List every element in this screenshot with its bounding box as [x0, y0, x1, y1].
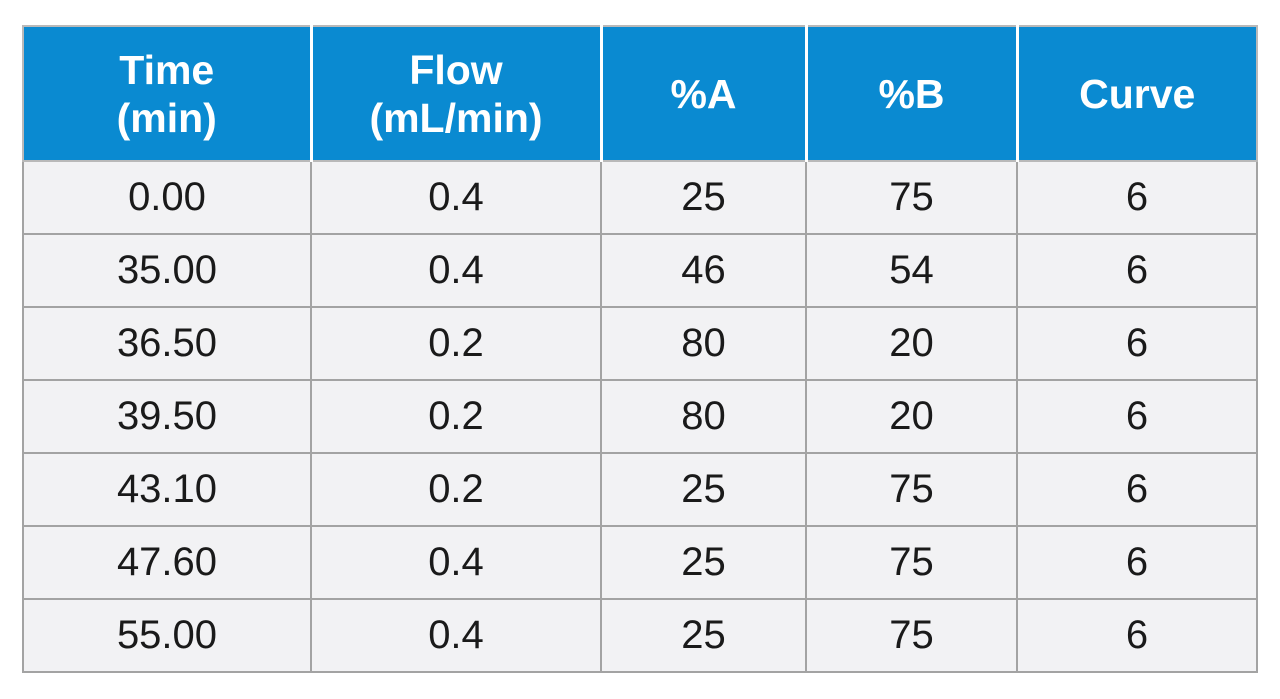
cell-flow: 0.2 — [310, 379, 602, 454]
cell-percent-b: 75 — [805, 160, 1018, 235]
cell-time: 55.00 — [22, 598, 312, 673]
cell-curve: 6 — [1016, 233, 1258, 308]
cell-percent-a: 25 — [600, 598, 807, 673]
cell-time: 36.50 — [22, 306, 312, 381]
cell-percent-a: 80 — [600, 306, 807, 381]
cell-curve: 6 — [1016, 525, 1258, 600]
cell-flow: 0.4 — [310, 233, 602, 308]
cell-time: 0.00 — [22, 160, 312, 235]
cell-percent-a: 80 — [600, 379, 807, 454]
header-percent-a: %A — [599, 25, 807, 162]
cell-curve: 6 — [1016, 452, 1258, 527]
gradient-table: Time (min) Flow (mL/min) %A %B Curve — [22, 25, 1258, 673]
cell-time: 35.00 — [22, 233, 312, 308]
table-body: 0.00 0.4 25 75 6 35.00 0.4 46 54 6 36.50… — [22, 160, 1258, 673]
header-curve: Curve — [1015, 25, 1258, 162]
cell-percent-b: 75 — [805, 525, 1018, 600]
table-row: 36.50 0.2 80 20 6 — [22, 306, 1258, 381]
table-row: 0.00 0.4 25 75 6 — [22, 160, 1258, 235]
header-time-label: Time — [119, 46, 215, 93]
header-time-unit: (min) — [116, 94, 217, 141]
cell-flow: 0.2 — [310, 452, 602, 527]
cell-curve: 6 — [1016, 598, 1258, 673]
header-flow-label: Flow — [409, 46, 503, 93]
cell-curve: 6 — [1016, 160, 1258, 235]
cell-curve: 6 — [1016, 306, 1258, 381]
header-curve-label: Curve — [1079, 70, 1196, 117]
header-flow-unit: (mL/min) — [369, 94, 543, 141]
header-percent-b-label: %B — [878, 70, 945, 117]
table-row: 39.50 0.2 80 20 6 — [22, 379, 1258, 454]
cell-percent-a: 46 — [600, 233, 807, 308]
gradient-table-container: Time (min) Flow (mL/min) %A %B Curve — [22, 25, 1258, 673]
cell-percent-b: 20 — [805, 379, 1018, 454]
cell-percent-a: 25 — [600, 160, 807, 235]
header-percent-a-label: %A — [670, 70, 737, 117]
table-row: 55.00 0.4 25 75 6 — [22, 598, 1258, 673]
cell-flow: 0.4 — [310, 160, 602, 235]
cell-time: 39.50 — [22, 379, 312, 454]
cell-flow: 0.2 — [310, 306, 602, 381]
header-time: Time (min) — [22, 25, 312, 162]
cell-percent-b: 75 — [805, 598, 1018, 673]
cell-time: 43.10 — [22, 452, 312, 527]
cell-curve: 6 — [1016, 379, 1258, 454]
cell-percent-b: 54 — [805, 233, 1018, 308]
table-header: Time (min) Flow (mL/min) %A %B Curve — [22, 25, 1258, 162]
header-percent-b: %B — [804, 25, 1018, 162]
cell-percent-b: 75 — [805, 452, 1018, 527]
cell-percent-a: 25 — [600, 452, 807, 527]
header-flow: Flow (mL/min) — [309, 25, 602, 162]
cell-flow: 0.4 — [310, 525, 602, 600]
cell-time: 47.60 — [22, 525, 312, 600]
cell-percent-b: 20 — [805, 306, 1018, 381]
table-row: 43.10 0.2 25 75 6 — [22, 452, 1258, 527]
table-row: 35.00 0.4 46 54 6 — [22, 233, 1258, 308]
cell-flow: 0.4 — [310, 598, 602, 673]
table-row: 47.60 0.4 25 75 6 — [22, 525, 1258, 600]
header-row: Time (min) Flow (mL/min) %A %B Curve — [22, 25, 1258, 162]
cell-percent-a: 25 — [600, 525, 807, 600]
